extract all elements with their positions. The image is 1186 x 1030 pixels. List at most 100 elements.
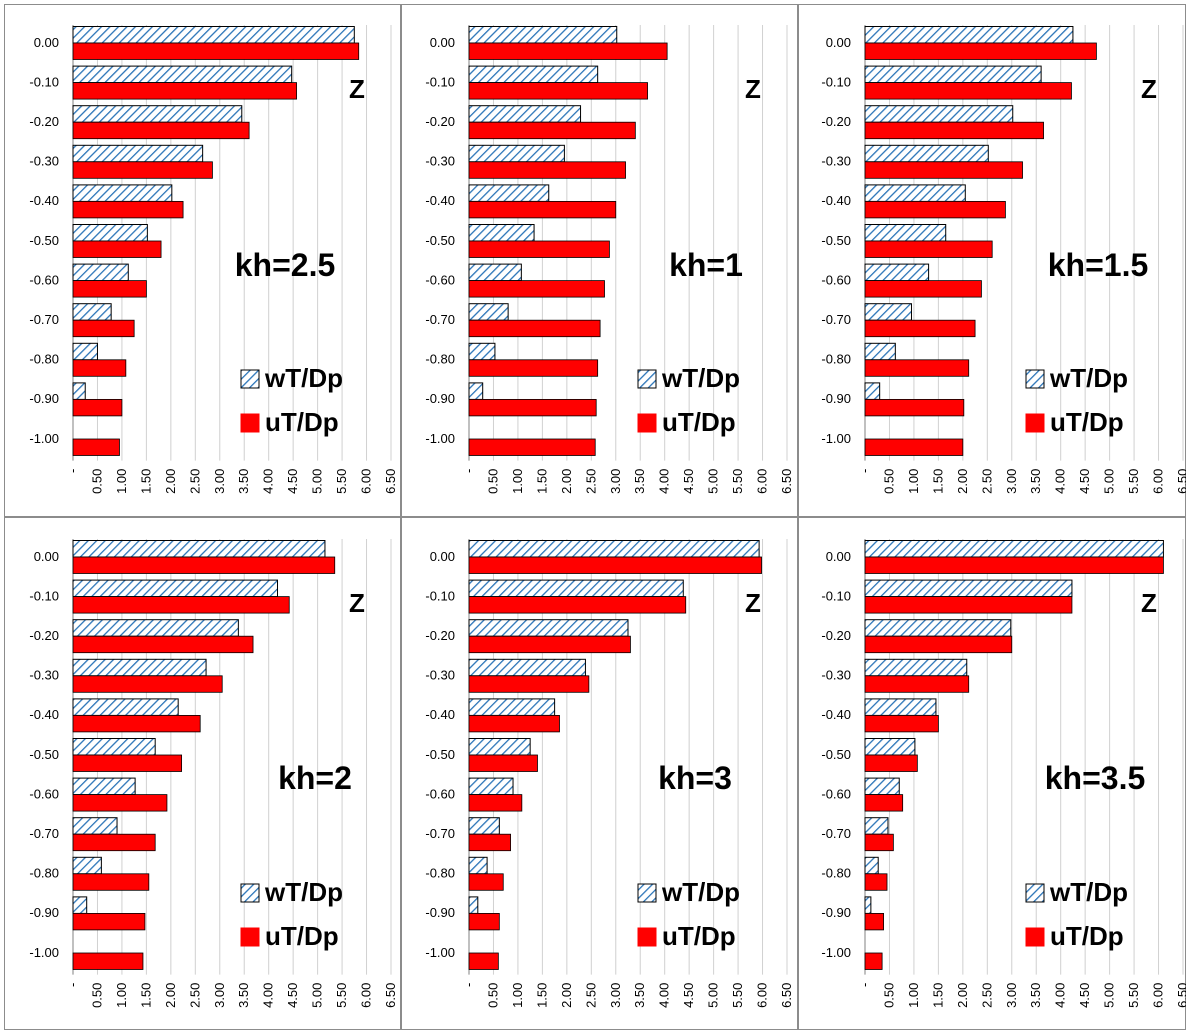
bar-wT-Dp [468,26,618,44]
x-tick-label: 5.50 [1126,469,1141,494]
x-tick-label: 3.50 [1028,983,1043,1008]
y-tick-label: -0.30 [29,668,59,683]
bar-uT-Dp [468,635,631,654]
legend-swatch-uT-Dp [240,927,260,947]
y-tick-label: -0.30 [29,154,59,169]
x-tick-label: 5.50 [730,469,745,494]
bar-uT-Dp [468,556,762,574]
x-tick-label: 4.50 [1077,469,1092,494]
y-tick-label: -0.60 [425,272,455,287]
x-tick-label: 1.50 [534,469,549,494]
bar-uT-Dp [468,161,626,179]
x-tick-label: 1.00 [510,983,525,1008]
z-label: Z [745,588,761,618]
y-tick-label: -0.80 [29,352,59,367]
bar-uT-Dp [864,161,1023,179]
y-tick-label: -0.90 [425,391,455,406]
bar-uT-Dp [864,200,1006,219]
bar-wT-Dp [864,65,1042,84]
bar-uT-Dp [72,161,213,179]
y-tick-label: -0.60 [425,786,455,801]
y-tick-label: 0.00 [34,549,59,564]
y-tick-label: -0.60 [29,272,59,287]
y-tick-label: -0.40 [821,707,851,722]
legend-label-uT-Dp: uT/Dp [662,921,736,951]
bar-uT-Dp [864,359,970,377]
y-tick-label: -0.20 [821,114,851,129]
bar-uT-Dp [864,794,904,812]
bar-uT-Dp [864,280,982,298]
bar-uT-Dp [468,280,605,298]
bar-uT-Dp [468,82,648,100]
bar-wT-Dp [468,184,550,202]
bar-uT-Dp [468,319,601,338]
z-label: Z [745,74,761,104]
x-tick-label: 0.50 [485,983,500,1008]
legend-label-uT-Dp: uT/Dp [1050,407,1124,437]
x-tick-label: 6.00 [755,469,770,494]
y-tick-label: -0.50 [425,747,455,762]
y-tick-label: -0.80 [425,352,455,367]
y-tick-label: -0.40 [29,707,59,722]
bar-wT-Dp [864,698,937,716]
x-tick-label: 2.00 [559,469,574,494]
x-tick-label: 2.50 [583,983,598,1008]
bar-wT-Dp [468,698,556,716]
bar-uT-Dp [864,42,1097,60]
bar-uT-Dp [72,833,156,852]
y-tick-label: -0.70 [29,312,59,327]
x-tick-label: 1.00 [510,469,525,494]
y-tick-label: -0.80 [821,352,851,367]
legend-label-uT-Dp: uT/Dp [265,407,339,437]
bar-uT-Dp [864,556,1164,574]
bar-wT-Dp [864,619,1012,637]
y-tick-label: -0.50 [425,233,455,248]
kh-annotation: kh=2 [278,760,352,796]
bar-uT-Dp [72,280,147,298]
x-tick-label: - [65,983,80,987]
y-tick-label: -0.10 [29,74,59,89]
x-tick-label: - [461,469,476,473]
bar-uT-Dp [72,398,123,417]
y-tick-label: -0.90 [29,905,59,920]
bar-wT-Dp [864,658,968,677]
legend-label-wT-Dp: wT/Dp [1049,363,1128,393]
legend-swatch-uT-Dp [637,413,657,433]
x-tick-label: 3.00 [608,983,623,1008]
x-tick-label: 6.50 [779,983,794,1008]
bar-wT-Dp [864,856,879,875]
y-tick-label: -0.70 [425,826,455,841]
y-tick-label: 0.00 [34,35,59,50]
x-tick-label: 5.50 [1126,983,1141,1008]
y-tick-label: -0.10 [425,588,455,603]
bar-wT-Dp [72,224,148,242]
x-tick-label: 2.00 [163,469,178,494]
x-tick-label: 5.00 [1102,983,1117,1008]
x-tick-label: 6.50 [383,983,398,1008]
bar-wT-Dp [72,263,129,282]
x-tick-label: 6.50 [383,469,398,494]
bar-wT-Dp [864,817,889,835]
y-tick-label: -0.70 [425,312,455,327]
bar-wT-Dp [468,65,599,84]
y-tick-label: -0.50 [29,747,59,762]
y-tick-label: -0.90 [821,905,851,920]
bar-wT-Dp [72,26,355,44]
x-tick-label: 4.00 [1053,983,1068,1008]
panel-5: 0.00-0.10-0.20-0.30-0.40-0.50-0.60-0.70-… [401,517,798,1030]
legend: wT/Dp uT/Dp [1025,363,1128,437]
y-tick-label: -1.00 [821,431,851,446]
bar-uT-Dp [468,42,668,60]
bar-uT-Dp [864,596,1073,614]
bar-uT-Dp [468,121,636,140]
y-tick-label: -0.20 [821,628,851,643]
bar-wT-Dp [468,144,565,163]
x-tick-label: 6.50 [1175,983,1186,1008]
x-tick-label: - [461,983,476,987]
bar-wT-Dp [864,896,872,914]
kh-annotation: kh=3.5 [1045,760,1146,796]
bar-uT-Dp [864,398,965,417]
x-tick-label: 3.00 [1004,983,1019,1008]
bar-wT-Dp [468,382,484,400]
x-tick-label: 2.00 [955,469,970,494]
